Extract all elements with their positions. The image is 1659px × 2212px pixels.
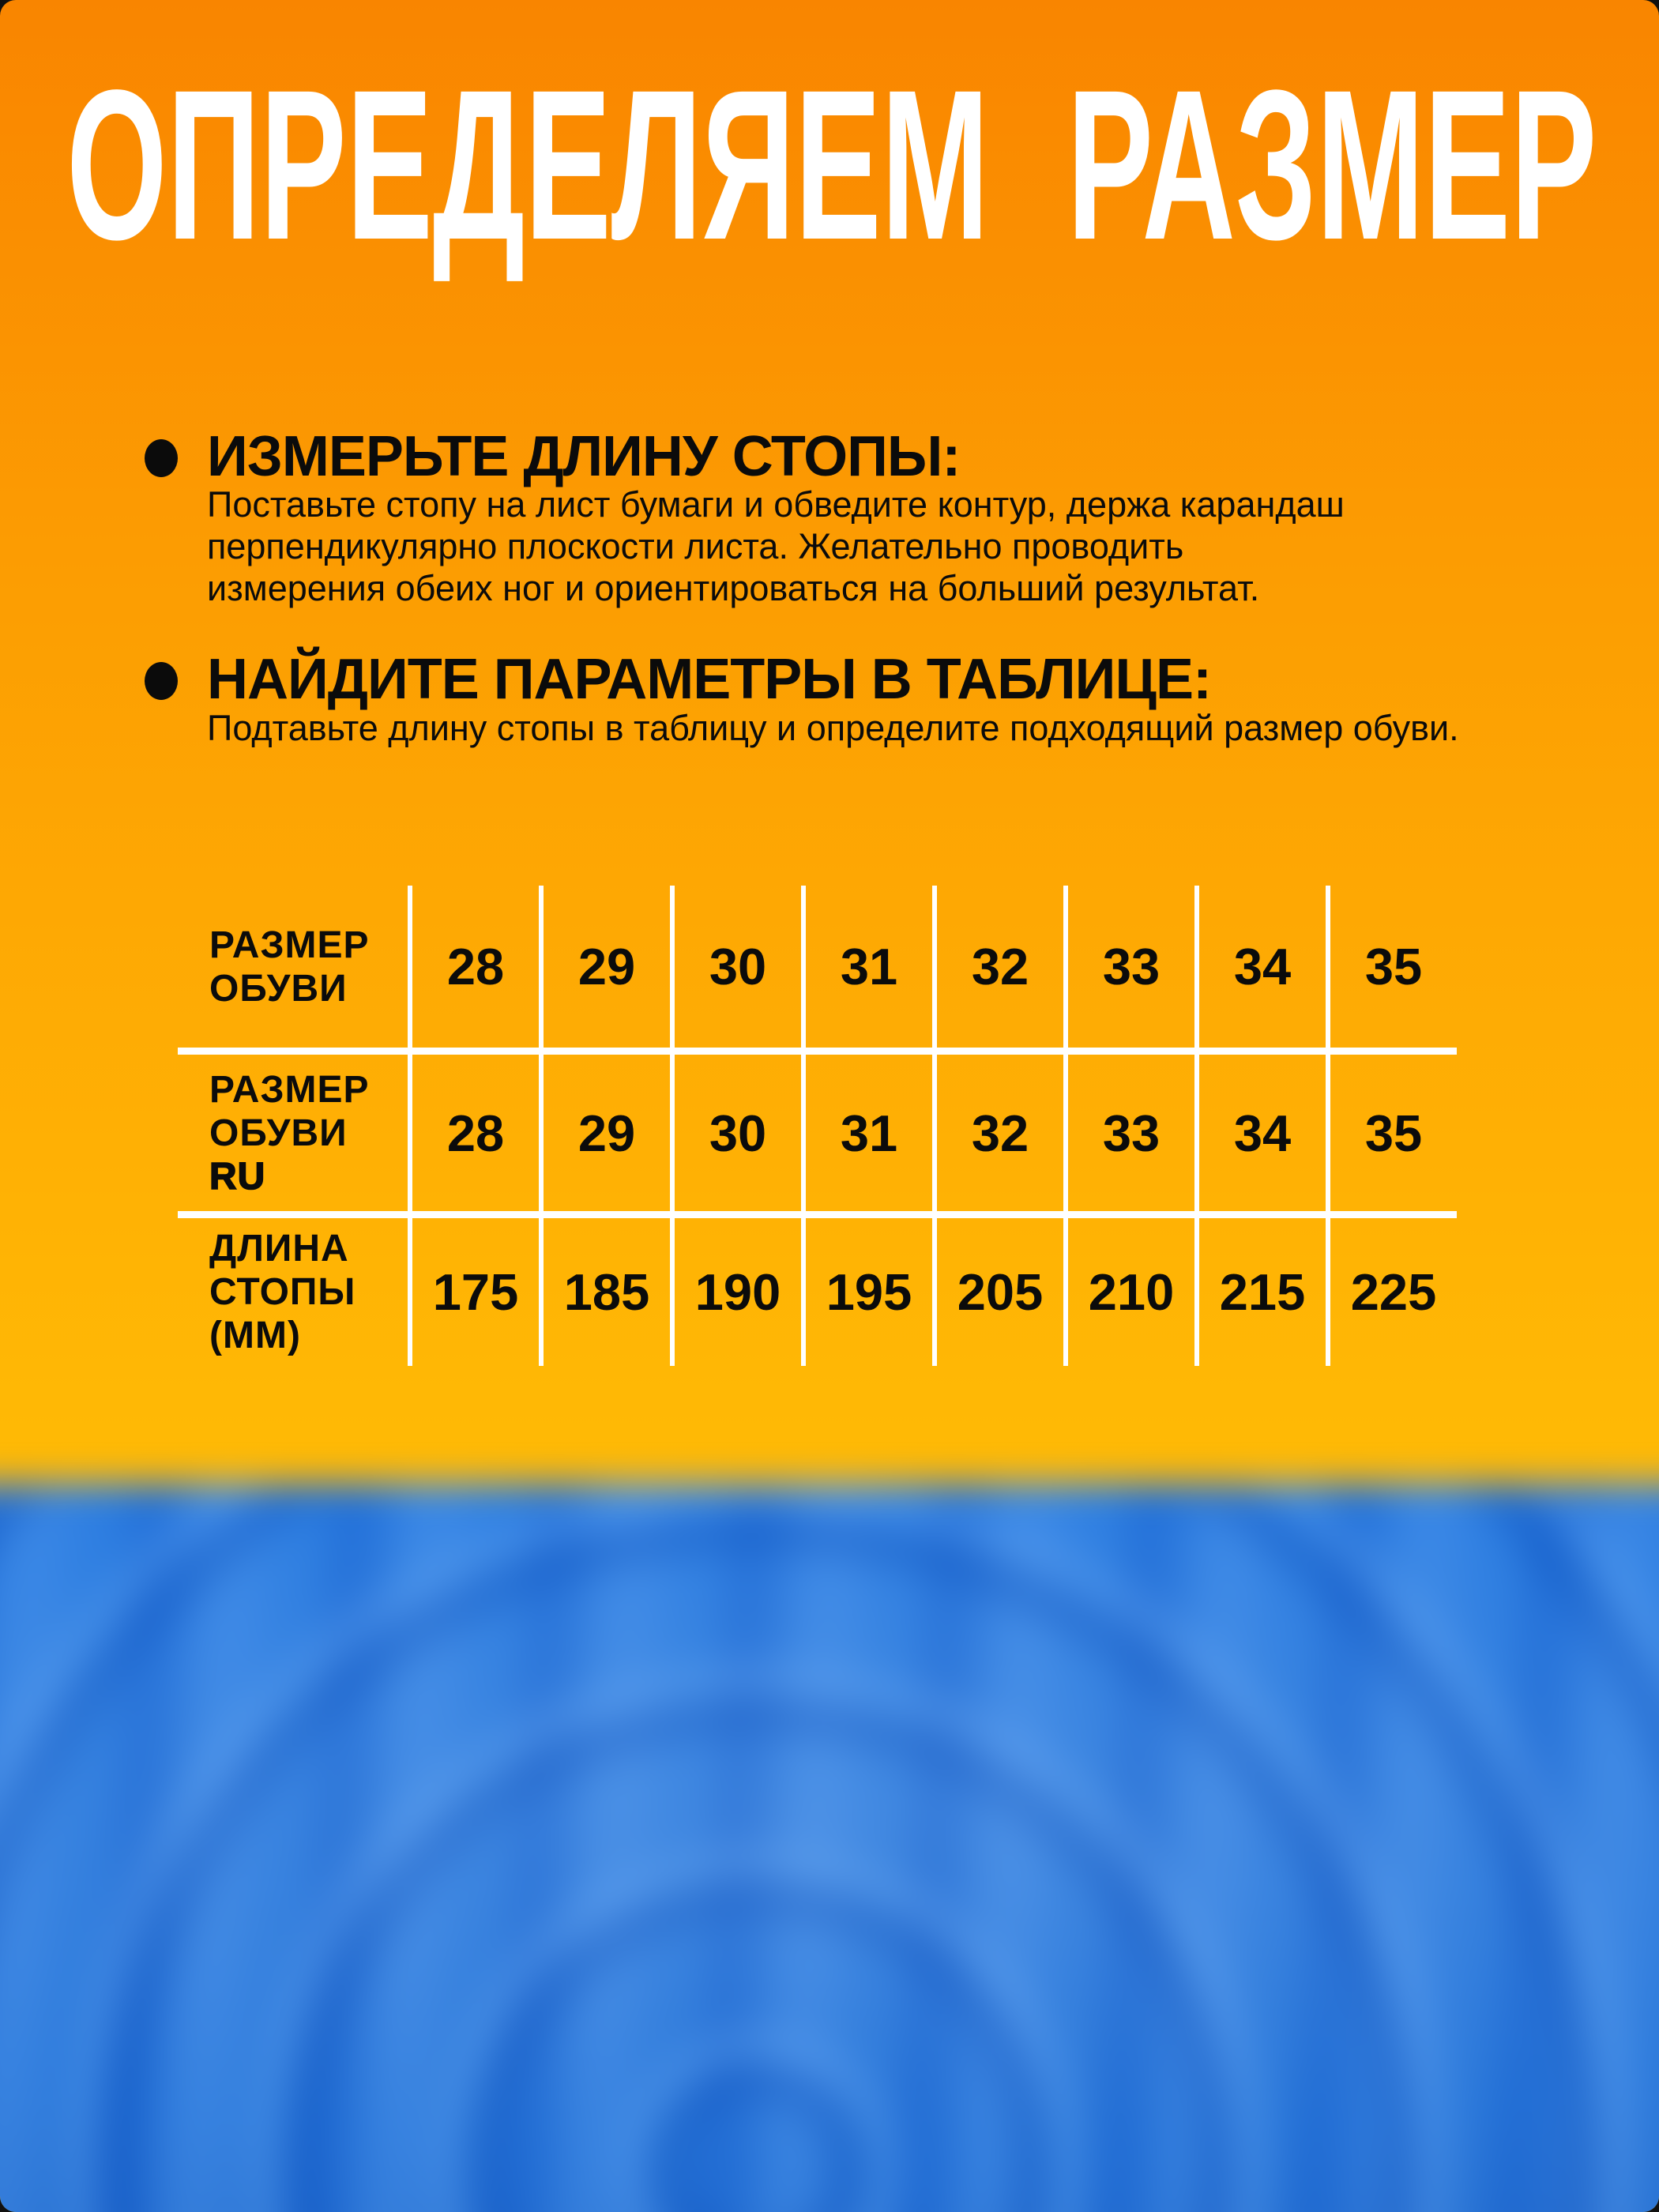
blurred-shoe-sole-photo — [0, 1484, 1659, 2212]
step-1-heading: ИЗМЕРЬТЕ ДЛИНУ СТОПЫ: — [207, 425, 961, 488]
table-value-cell: 215 — [1194, 1211, 1326, 1366]
table-value-cell: 210 — [1063, 1211, 1194, 1366]
table-value-cell: 32 — [932, 886, 1063, 1048]
bullet-dot-icon — [145, 662, 178, 700]
step-1-body: Поставьте стопу на лист бумаги и обведит… — [207, 484, 1345, 608]
table-value-cell: 34 — [1194, 886, 1326, 1048]
table-row-label-line: ОБУВИ — [209, 967, 348, 1010]
table-value-cell: 31 — [801, 886, 932, 1048]
table-row-label: РАЗМЕР ОБУВИ — [178, 886, 408, 1048]
table-row-label-line: СТОПЫ — [209, 1271, 356, 1313]
table-value-cell: 35 — [1326, 1048, 1457, 1211]
table-value-cell: 31 — [801, 1048, 932, 1211]
table-row-label-line: (ММ) — [209, 1315, 301, 1356]
table-value-cell: 28 — [408, 886, 539, 1048]
table-row-label-line: ДЛИНА — [209, 1228, 349, 1270]
table-value-cell: 29 — [539, 886, 670, 1048]
table-row-label-line: RU — [209, 1155, 266, 1198]
poster-title: ОПРЕДЕЛЯЕМ РАЗМЕР — [0, 58, 1659, 272]
table-value-cell: 195 — [801, 1211, 932, 1366]
table-value-cell: 29 — [539, 1048, 670, 1211]
table-value-cell: 35 — [1326, 886, 1457, 1048]
size-table: РАЗМЕР ОБУВИ 28 29 30 31 32 33 34 35 РАЗМЕР ОБУВИ RU… — [178, 886, 1457, 1366]
table-value-cell: 225 — [1326, 1211, 1457, 1366]
table-value-cell: 30 — [670, 1048, 801, 1211]
table-value-cell: 205 — [932, 1211, 1063, 1366]
table-value-cell: 28 — [408, 1048, 539, 1211]
table-row-label-line: РАЗМЕР — [209, 1068, 370, 1111]
table-value-cell: 185 — [539, 1211, 670, 1366]
table-value-cell: 30 — [670, 886, 801, 1048]
step-2-heading: НАЙДИТЕ ПАРАМЕТРЫ В ТАБЛИЦЕ: — [207, 648, 1212, 711]
table-row-label-line: ОБУВИ — [209, 1112, 348, 1154]
bullet-dot-icon — [145, 439, 178, 477]
table-row-label-line: РАЗМЕР — [209, 924, 370, 966]
table-row-label: РАЗМЕР ОБУВИ RU — [178, 1048, 408, 1211]
table-value-cell: 32 — [932, 1048, 1063, 1211]
table-value-cell: 190 — [670, 1211, 801, 1366]
poster-title-text: ОПРЕДЕЛЯЕМ РАЗМЕР — [66, 45, 1597, 284]
table-value-cell: 33 — [1063, 1048, 1194, 1211]
table-value-cell: 33 — [1063, 886, 1194, 1048]
table-row-label: ДЛИНА СТОПЫ (ММ) — [178, 1211, 408, 1366]
table-value-cell: 175 — [408, 1211, 539, 1366]
table-value-cell: 34 — [1194, 1048, 1326, 1211]
step-2-body: Подтавьте длину стопы в таблицу и опреде… — [207, 708, 1459, 748]
